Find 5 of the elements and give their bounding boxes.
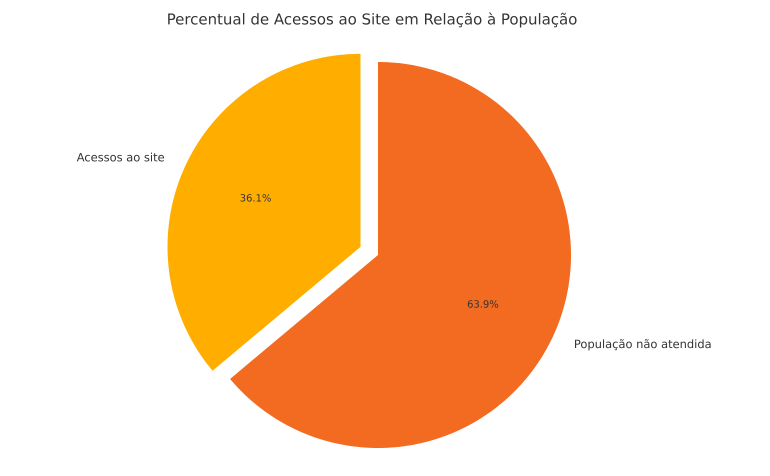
slice-label: População não atendida [575, 339, 711, 350]
data-label: 63.9% [468, 300, 498, 308]
slice-label: Acessos ao site [76, 152, 164, 162]
chart-title: Percentual de Acessos ao Site em Relação à População [168, 12, 577, 28]
data-label: 36.1% [240, 194, 271, 202]
